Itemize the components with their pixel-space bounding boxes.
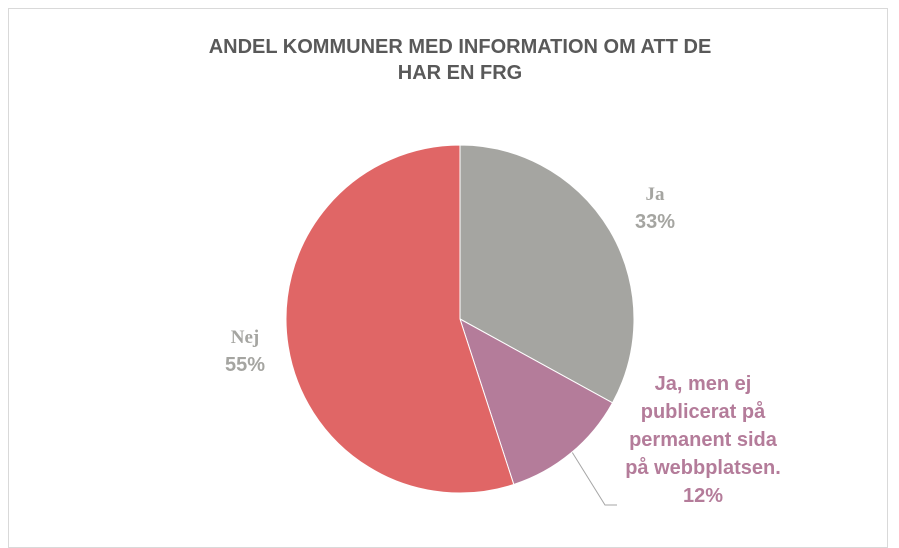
percent-label: 33%: [634, 211, 676, 233]
data-label: Nej 55%: [195, 325, 295, 379]
category-label: Nej: [230, 327, 260, 348]
category-label: Ja: [645, 184, 665, 205]
category-label: Ja, men ej publicerat på permanent sida …: [625, 373, 781, 479]
data-label: Ja 33%: [605, 182, 705, 236]
percent-label: 12%: [682, 485, 724, 507]
leader-line: [571, 451, 617, 506]
data-label: Ja, men ej publicerat på permanent sida …: [615, 370, 791, 510]
pie-slice: [459, 317, 614, 486]
chart-title: ANDEL KOMMUNER MED INFORMATION OM ATT DE…: [208, 36, 712, 84]
pie-slice: [285, 144, 515, 494]
pie-slice: [459, 144, 635, 404]
percent-label: 55%: [224, 354, 266, 376]
